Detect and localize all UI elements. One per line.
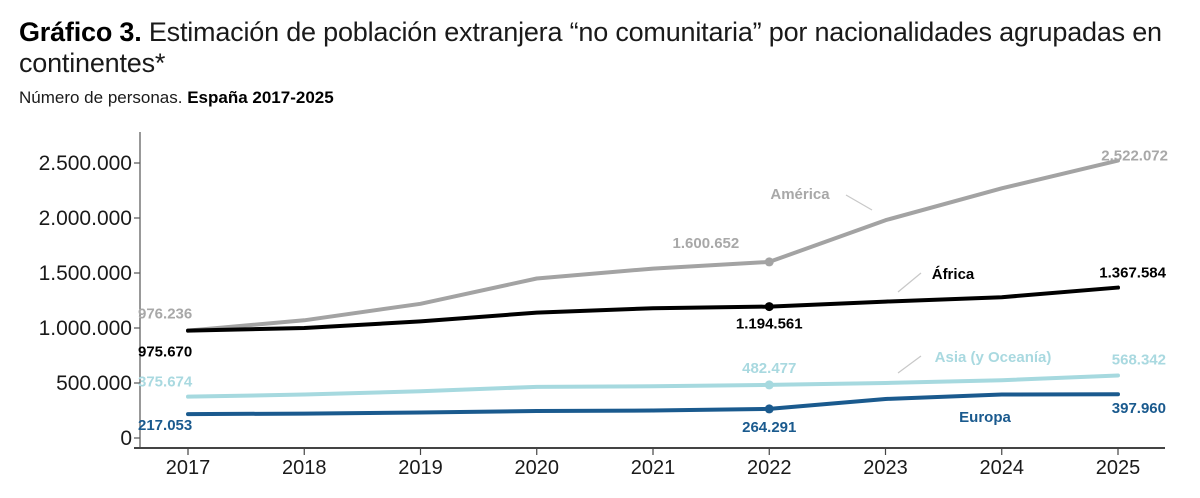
data-label: 264.291 bbox=[742, 419, 796, 436]
chart-subtitle-scope: España 2017-2025 bbox=[187, 88, 334, 107]
chart-subtitle: Número de personas. España 2017-2025 bbox=[19, 88, 334, 108]
data-label: 375.674 bbox=[138, 374, 193, 391]
data-label: 975.670 bbox=[138, 344, 192, 361]
data-point-marker bbox=[764, 404, 774, 414]
data-label: 1.600.652 bbox=[673, 235, 740, 252]
series-line-europa bbox=[186, 392, 1120, 417]
data-label: 568.342 bbox=[1112, 351, 1166, 368]
chart-title: Gráfico 3. Estimación de población extra… bbox=[19, 17, 1179, 79]
y-tick-label: 500.000 bbox=[56, 372, 132, 395]
series-name-label: Asia (y Oceanía) bbox=[935, 349, 1052, 366]
data-label: 217.053 bbox=[138, 417, 192, 434]
series-name-label: África bbox=[932, 266, 975, 283]
x-tick-label: 2019 bbox=[398, 457, 443, 479]
data-label: 976.236 bbox=[138, 306, 192, 323]
series-name-label: Europa bbox=[959, 409, 1011, 426]
y-tick-label: 1.500.000 bbox=[39, 262, 132, 285]
series-line-america bbox=[186, 158, 1120, 333]
y-tick-label: 2.500.000 bbox=[39, 152, 132, 175]
series-name-label: América bbox=[770, 186, 830, 203]
y-tick-label: 0 bbox=[120, 427, 132, 450]
x-tick-label: 2017 bbox=[166, 457, 211, 479]
data-label: 2.522.072 bbox=[1101, 148, 1168, 165]
y-tick-label: 2.000.000 bbox=[39, 207, 132, 230]
x-tick-label: 2025 bbox=[1096, 457, 1141, 479]
x-tick-label: 2022 bbox=[747, 457, 792, 479]
data-point-marker bbox=[764, 302, 774, 312]
x-tick-label: 2020 bbox=[515, 457, 560, 479]
data-label: 1.194.561 bbox=[736, 316, 803, 333]
leader-line bbox=[897, 355, 922, 374]
data-label: 1.367.584 bbox=[1099, 265, 1166, 282]
y-tick-label: 1.000.000 bbox=[39, 317, 132, 340]
axes: 0 500.000 1.000.000 1.500.000 2.000.000 2.500… bbox=[39, 132, 1165, 479]
data-label: 482.477 bbox=[742, 360, 796, 377]
leader-line bbox=[845, 194, 873, 211]
x-tick-label: 2018 bbox=[282, 457, 327, 479]
chart-title-text: Estimación de población extranjera “no c… bbox=[19, 17, 1162, 78]
data-point-marker bbox=[764, 257, 774, 267]
chart-title-number: Gráfico 3. bbox=[19, 17, 142, 47]
x-tick-label: 2021 bbox=[631, 457, 676, 479]
series-line-africa bbox=[186, 285, 1120, 333]
leader-line bbox=[897, 272, 922, 293]
data-labels: 976.236 1.600.652 2.522.072 975.670 1.194.56… bbox=[138, 148, 1168, 436]
series-line-asia-y-oceania bbox=[186, 373, 1120, 399]
series-lines bbox=[186, 158, 1120, 417]
x-tick-label: 2023 bbox=[863, 457, 908, 479]
data-point-marker bbox=[764, 380, 774, 390]
x-tick-label: 2024 bbox=[980, 457, 1025, 479]
data-label: 397.960 bbox=[1112, 400, 1166, 417]
chart-subtitle-units: Número de personas. bbox=[19, 88, 188, 107]
